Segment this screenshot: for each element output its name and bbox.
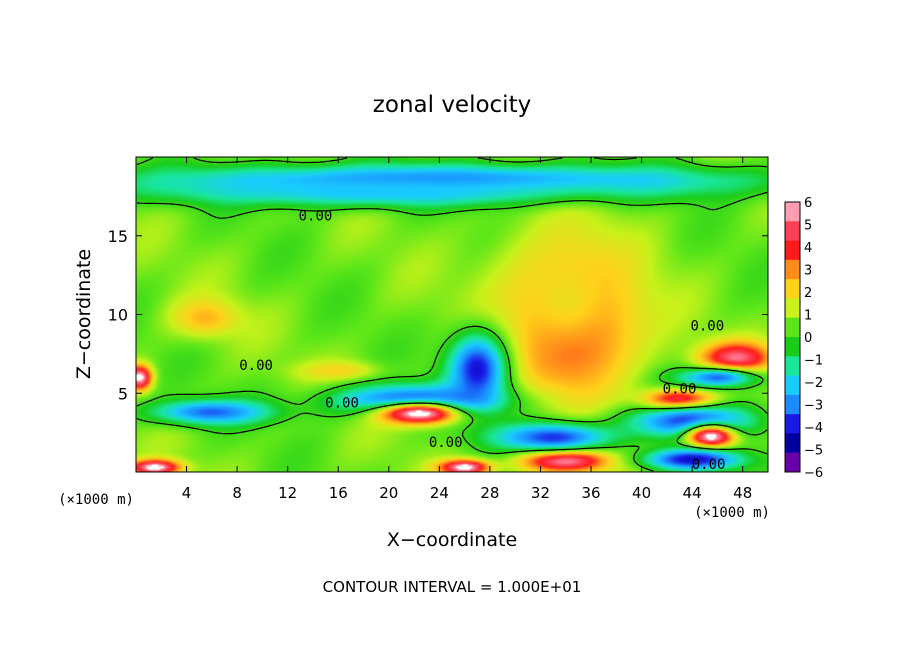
- colorbar-label: −2: [804, 376, 823, 391]
- colorbar-label: 1: [804, 309, 812, 324]
- x-tick-label: 20: [379, 484, 398, 502]
- colorbar-swatch: [785, 202, 800, 222]
- colorbar-label: 2: [804, 286, 812, 301]
- colorbar-swatch: [785, 356, 800, 376]
- x-axis-label: X−coordinate: [387, 529, 517, 551]
- velocity-field-heatmap: [136, 157, 768, 472]
- colorbar-swatch: [785, 414, 800, 434]
- y-unit-label: (×1000 m): [58, 492, 134, 508]
- colorbar-label: 5: [804, 219, 812, 234]
- colorbar-swatch: [785, 317, 800, 338]
- contour-label: 0.00: [692, 457, 726, 473]
- x-tick-label: 32: [531, 484, 550, 502]
- colorbar-swatch: [785, 221, 800, 241]
- contour-labels: 0.00 0.00 0.00 0.00 0.00 0.00 0.00: [239, 208, 725, 473]
- colorbar-swatch: [785, 337, 800, 357]
- y-axis-label: Z−coordinate: [73, 249, 95, 379]
- y-tick-label: 10: [108, 306, 128, 325]
- y-tick-label: 15: [108, 227, 128, 246]
- x-tick-label: 40: [632, 484, 651, 502]
- colorbar-label: −4: [804, 421, 823, 436]
- contour-label: 0.00: [429, 435, 463, 451]
- colorbar-swatch: [785, 298, 800, 319]
- colorbar-swatch: [785, 433, 800, 454]
- colorbar-swatch: [785, 279, 800, 299]
- contour-label: 0.00: [325, 396, 359, 412]
- x-axis-ticks: 4 8 12 16 20 24 28 32 36 40 44 48: [182, 157, 752, 502]
- colorbar-frame: [784, 201, 801, 473]
- x-tick-label: 12: [278, 484, 297, 502]
- colorbar: 6 5 4 3 2 1 0 −1 −2 −3 −4 −5 −6: [784, 196, 823, 481]
- x-tick-label: 16: [329, 484, 348, 502]
- colorbar-swatch: [785, 240, 800, 261]
- contour-label: 0.00: [690, 319, 724, 335]
- colorbar-label: 6: [804, 196, 812, 211]
- colorbar-label: −5: [804, 444, 823, 459]
- colorbar-label: −3: [804, 399, 823, 414]
- x-tick-label: 44: [683, 484, 702, 502]
- y-axis-ticks: 5 10 15: [108, 227, 768, 403]
- contour-label: 0.00: [663, 382, 697, 398]
- contour-lines: [136, 157, 768, 472]
- x-tick-label: 48: [733, 484, 752, 502]
- contour-label: 0.00: [299, 208, 333, 224]
- plot-area: [136, 157, 768, 472]
- colorbar-label: 3: [804, 264, 812, 279]
- colorbar-label: 0: [804, 331, 812, 346]
- x-tick-label: 8: [232, 484, 242, 502]
- colorbar-swatch: [785, 394, 800, 415]
- x-unit-label: (×1000 m): [694, 505, 770, 521]
- y-tick-label: 5: [118, 384, 128, 403]
- colorbar-label: 4: [804, 241, 812, 256]
- x-tick-label: 4: [182, 484, 192, 502]
- colorbar-swatch: [785, 259, 800, 280]
- chart-title: zonal velocity: [373, 92, 531, 118]
- colorbar-label: −6: [804, 466, 823, 481]
- zero-contour: [136, 157, 768, 472]
- x-tick-label: 24: [430, 484, 449, 502]
- colorbar-swatch: [785, 375, 800, 396]
- colorbar-swatch: [785, 452, 800, 473]
- colorbar-label: −1: [804, 354, 823, 369]
- x-tick-label: 28: [480, 484, 499, 502]
- x-tick-label: 36: [581, 484, 600, 502]
- contour-label: 0.00: [239, 358, 273, 374]
- contour-interval-text: CONTOUR INTERVAL = 1.000E+01: [323, 578, 582, 596]
